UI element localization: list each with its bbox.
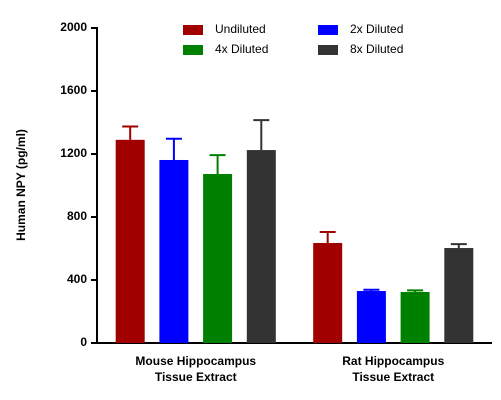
error-bar xyxy=(209,154,226,175)
legend-swatch xyxy=(318,45,338,55)
legend-label: 4x Diluted xyxy=(215,42,268,56)
y-tick-label: 0 xyxy=(80,335,87,349)
y-tick-label: 2000 xyxy=(60,20,87,34)
bar xyxy=(203,174,233,343)
error-bar xyxy=(450,243,467,249)
y-tick-label: 400 xyxy=(67,272,87,286)
bar xyxy=(159,159,189,343)
legend-label: Undiluted xyxy=(215,22,266,36)
legend-label: 2x Diluted xyxy=(350,22,403,36)
bar xyxy=(313,242,343,343)
error-bar xyxy=(122,125,139,140)
x-tick-label: Tissue Extract xyxy=(155,370,237,384)
error-bar xyxy=(253,119,270,151)
y-tick-label: 800 xyxy=(67,209,87,223)
y-axis-label: Human NPY (pg/ml) xyxy=(14,129,28,241)
bar xyxy=(400,291,430,343)
legend-label: 8x Diluted xyxy=(350,42,403,56)
error-bar xyxy=(407,289,424,292)
error-bar xyxy=(165,137,182,160)
legend-swatch xyxy=(183,45,203,55)
x-tick-label: Tissue Extract xyxy=(352,370,434,384)
legend-swatch xyxy=(183,25,203,35)
x-tick-label: Rat Hippocampus xyxy=(342,354,444,368)
bar xyxy=(115,139,145,343)
bar xyxy=(356,291,386,343)
x-tick-label: Mouse Hippocampus xyxy=(135,354,256,368)
error-bar xyxy=(319,230,336,243)
legend-swatch xyxy=(318,25,338,35)
bar xyxy=(246,150,276,343)
bar xyxy=(444,248,474,343)
y-tick-label: 1200 xyxy=(60,146,87,160)
y-tick-label: 1600 xyxy=(60,83,87,97)
error-bar xyxy=(363,288,380,292)
